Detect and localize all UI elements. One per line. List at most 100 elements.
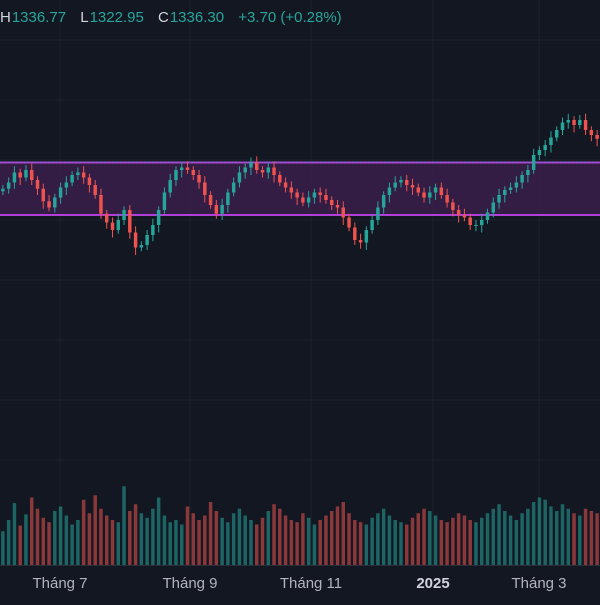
candle-body	[468, 217, 472, 225]
candle-body	[306, 197, 311, 203]
volume-bar	[93, 495, 97, 565]
volume-bar	[278, 508, 282, 565]
volume-bar	[514, 520, 519, 565]
candle-body	[578, 120, 582, 125]
volume-bar	[468, 520, 472, 565]
volume-bar	[128, 511, 132, 565]
candle-body	[387, 187, 392, 195]
candle-body	[555, 130, 559, 138]
candle-body	[168, 180, 172, 193]
volume-bar	[41, 517, 45, 565]
volume-bar	[324, 515, 328, 565]
candle-body	[162, 192, 167, 210]
volume-bar	[53, 511, 57, 565]
time-label-thang-11: Tháng 11	[279, 575, 343, 592]
candle-body	[508, 187, 513, 190]
volume-bar	[110, 520, 115, 565]
volume-bar	[151, 508, 155, 565]
volume-bar	[330, 511, 334, 565]
volume-bar	[497, 504, 501, 565]
candle-body	[93, 185, 97, 195]
candle-body	[376, 207, 380, 220]
volume-bar	[393, 520, 397, 565]
volume-bar	[410, 517, 415, 565]
candle-body	[358, 240, 363, 243]
candle-body	[76, 172, 80, 175]
volume-bar	[30, 497, 34, 565]
candle-body	[105, 213, 109, 223]
candle-body	[583, 120, 588, 130]
volume-bar	[266, 511, 270, 565]
candle-body	[139, 245, 144, 248]
volume-bar	[485, 513, 490, 565]
volume-bar	[185, 506, 190, 565]
candle-body	[191, 170, 195, 175]
volume-bar	[289, 520, 294, 565]
candle-body	[35, 180, 40, 189]
candle-body	[503, 190, 507, 195]
candle-body	[174, 170, 178, 180]
candle-body	[87, 177, 92, 185]
candle-body	[514, 182, 519, 188]
volume-bar	[526, 508, 530, 565]
candle-body	[237, 172, 242, 183]
candle-body	[312, 192, 317, 198]
candle-body	[12, 172, 17, 183]
volume-bar	[474, 522, 478, 565]
volume-bar	[358, 522, 363, 565]
time-label-thang-7: Tháng 7	[32, 575, 88, 592]
volume-bar	[508, 515, 513, 565]
candle-body	[451, 202, 455, 210]
volume-bar	[24, 514, 28, 565]
volume-bar	[272, 504, 276, 565]
high-key: H	[0, 9, 11, 26]
volume-bar	[376, 513, 380, 565]
candle-body	[220, 205, 224, 214]
candle-body	[24, 170, 28, 178]
volume-bar	[503, 511, 507, 565]
volume-bar	[572, 513, 576, 565]
candle-body	[543, 145, 547, 150]
volume-bar	[283, 515, 288, 565]
candle-body	[491, 202, 495, 213]
candle-body	[399, 180, 403, 183]
candle-body	[347, 217, 351, 228]
candle-body	[116, 220, 120, 230]
candle-body	[520, 175, 524, 183]
volume-bar	[197, 520, 201, 565]
volume-bar	[399, 522, 403, 565]
candle-body	[278, 175, 282, 183]
volume-bar	[145, 517, 149, 565]
candle-body	[47, 201, 51, 208]
candle-body	[30, 170, 34, 180]
volume-bar	[226, 522, 230, 565]
candle-body	[318, 192, 322, 195]
volume-bar	[116, 522, 120, 565]
volume-bar	[203, 515, 207, 565]
volume-bar	[347, 513, 351, 565]
volume-bar	[491, 508, 495, 565]
volume-bar	[387, 515, 392, 565]
candle-body	[549, 137, 553, 145]
time-axis[interactable]: Tháng 7 Tháng 9 Tháng 11 2025 Tháng 3	[0, 565, 600, 601]
candle-body	[145, 235, 149, 245]
volume-bar	[214, 511, 219, 565]
volume-bar	[405, 524, 409, 565]
candle-body	[249, 162, 253, 168]
volume-bar	[595, 513, 599, 565]
candle-body	[531, 155, 536, 170]
volume-bar	[364, 524, 369, 565]
volume-bar	[162, 515, 167, 565]
candle-body	[1, 188, 5, 192]
volume-bar	[439, 520, 444, 565]
candle-body	[433, 187, 438, 193]
volume-bar	[370, 517, 374, 565]
volume-bar	[260, 517, 265, 565]
volume-bar	[6, 520, 11, 565]
volume-bar	[520, 513, 524, 565]
candle-body	[283, 182, 288, 188]
volume-bar	[208, 502, 213, 565]
volume-bar	[174, 520, 178, 565]
